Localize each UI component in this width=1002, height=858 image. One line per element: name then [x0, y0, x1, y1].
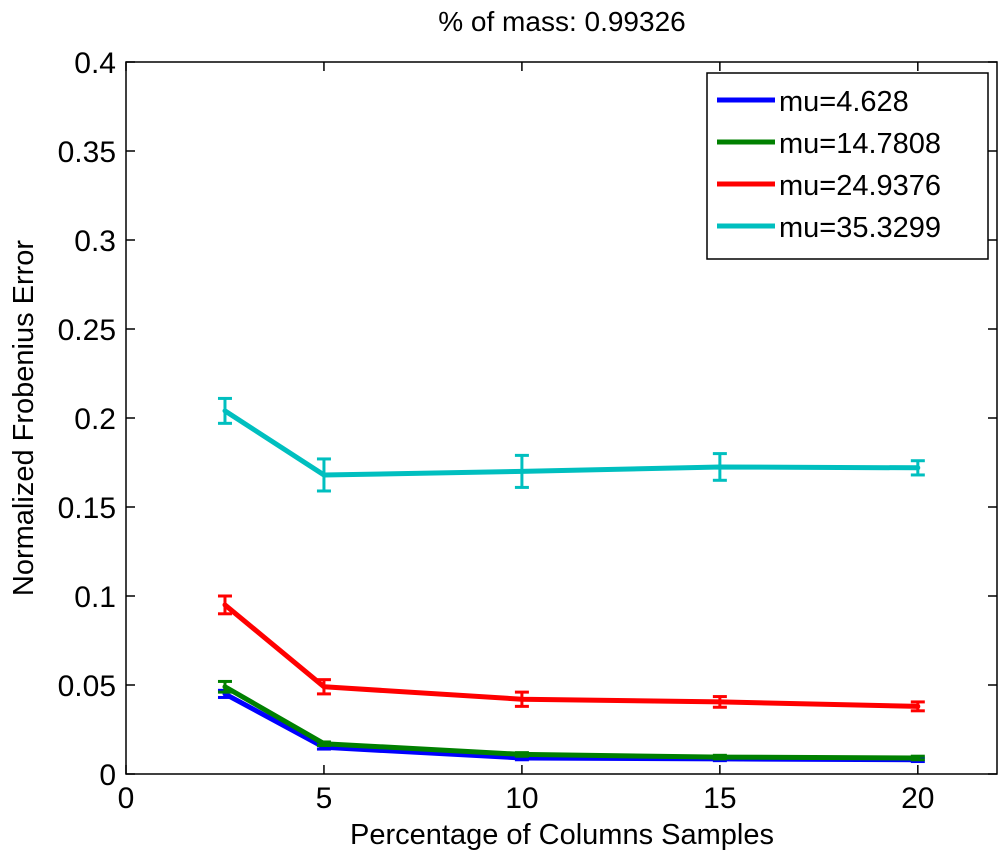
y-tick-label: 0.25 — [58, 314, 116, 347]
x-tick-label: 10 — [505, 782, 538, 815]
y-tick-label: 0.05 — [58, 670, 116, 703]
legend-label: mu=24.9376 — [779, 170, 941, 202]
y-tick-label: 0.35 — [58, 136, 116, 169]
y-tick-label: 0.4 — [74, 47, 116, 80]
series-2 — [217, 679, 925, 762]
series-4 — [217, 396, 925, 493]
legend: mu=4.628 mu=14.7808 mu=24.9376 mu=35.3299 — [706, 72, 989, 260]
x-tick-label: 0 — [118, 782, 135, 815]
y-axis-label: Normalized Frobenius Error — [8, 240, 40, 597]
chart-title: % of mass: 0.99326 — [438, 6, 685, 37]
legend-box — [706, 72, 989, 260]
y-tick-label: 0.2 — [74, 403, 116, 436]
x-tick-label: 15 — [703, 782, 736, 815]
y-tick-label: 0.15 — [58, 492, 116, 525]
series-3 — [217, 594, 925, 713]
y-tick-label: 0.1 — [74, 581, 116, 614]
series-layer — [217, 396, 925, 764]
x-axis-label: Percentage of Columns Samples — [350, 819, 774, 851]
y-tick-label: 0 — [99, 759, 116, 792]
legend-label: mu=35.3299 — [779, 212, 941, 244]
legend-label: mu=14.7808 — [779, 128, 941, 160]
legend-label: mu=4.628 — [779, 86, 909, 118]
x-tick-label: 20 — [901, 782, 934, 815]
axes: 0 5 10 15 20 0 0.05 0.1 0.15 0.2 0.25 0.3 0.35 0.4 — [58, 47, 997, 815]
y-tick-label: 0.3 — [74, 225, 116, 258]
x-tick-label: 5 — [316, 782, 333, 815]
